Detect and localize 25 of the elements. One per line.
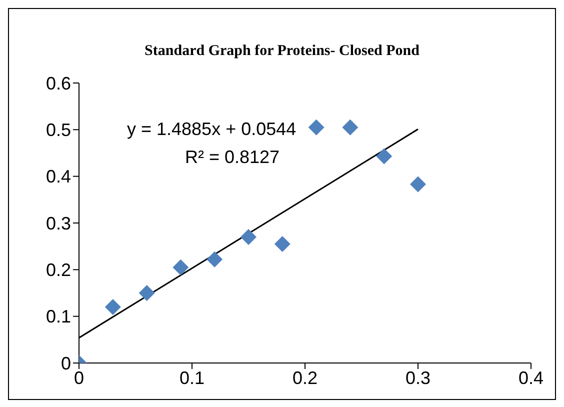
point xyxy=(308,119,324,136)
x-tick-label: 0.4 xyxy=(518,368,544,388)
point xyxy=(172,259,189,276)
x-tick-label: 0 xyxy=(74,368,84,388)
y-tick-label: 0.1 xyxy=(46,306,71,327)
point xyxy=(104,299,121,315)
annotation: R² = 0.8127 xyxy=(185,147,280,168)
point xyxy=(206,251,223,268)
y-tick-label: 0 xyxy=(60,353,71,374)
point xyxy=(274,236,290,252)
point xyxy=(410,176,426,192)
point xyxy=(342,119,358,136)
point xyxy=(376,148,392,164)
point xyxy=(138,285,155,301)
x-tick-label: 0.1 xyxy=(179,368,205,388)
annotation: y = 1.4885x + 0.0544 xyxy=(127,119,296,140)
chart-title: Standard Graph for Proteins- Closed Pond xyxy=(144,43,420,60)
point xyxy=(240,229,256,245)
y-tick-label: 0.4 xyxy=(46,166,71,187)
y-tick-label: 0.6 xyxy=(46,73,71,94)
x-tick-label: 0.2 xyxy=(292,368,318,388)
x-tick-label: 0.3 xyxy=(405,368,431,388)
y-tick-label: 0.3 xyxy=(46,213,71,234)
y-tick-label: 0.5 xyxy=(46,120,71,140)
y-tick-label: 0.2 xyxy=(46,260,71,280)
